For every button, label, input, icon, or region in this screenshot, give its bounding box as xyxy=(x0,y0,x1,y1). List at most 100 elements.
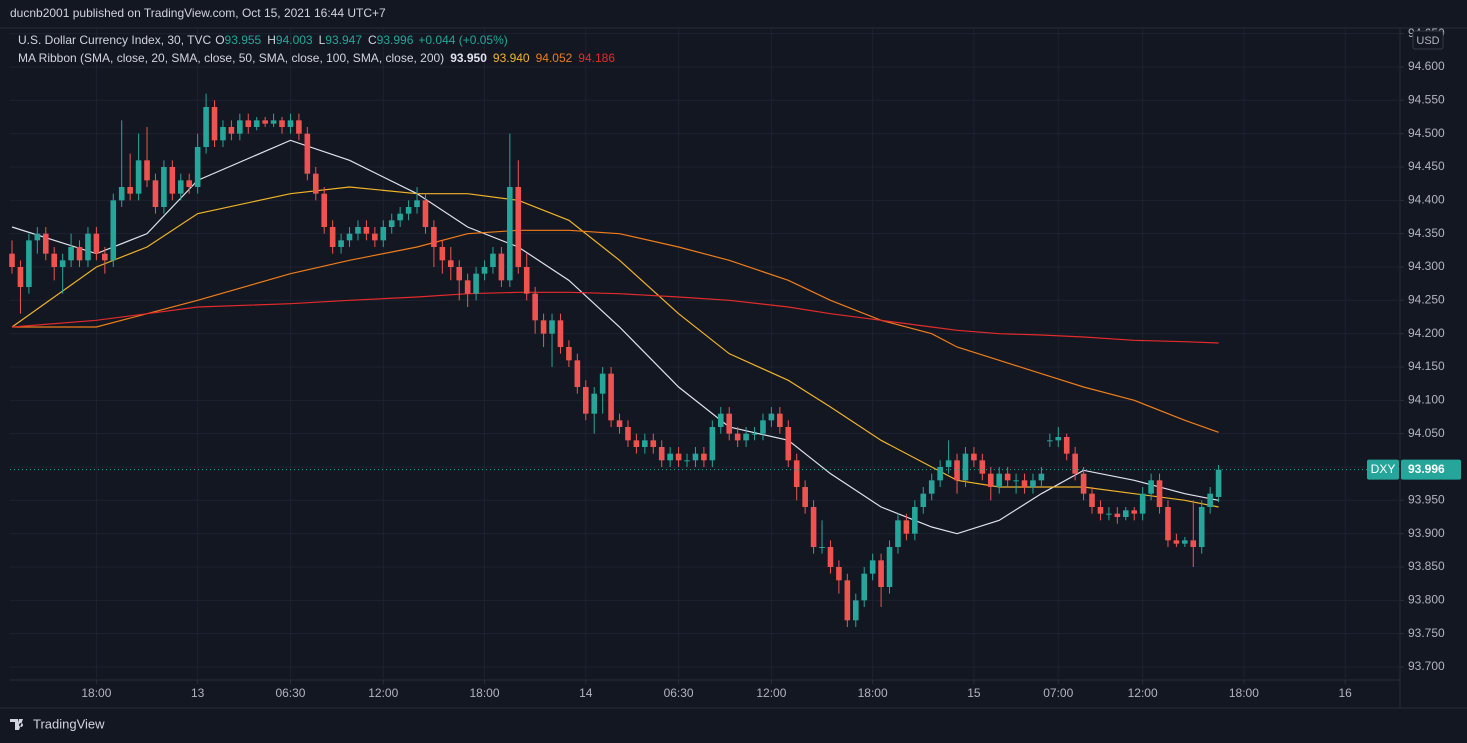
candle-body xyxy=(85,233,91,261)
candle-body xyxy=(574,360,581,387)
x-tick-label: 12:00 xyxy=(368,686,398,700)
y-tick-label: 93.850 xyxy=(1408,559,1445,573)
candle-body xyxy=(827,547,834,567)
y-tick-label: 94.400 xyxy=(1408,193,1445,207)
legend-ohlc-key: H xyxy=(267,33,276,47)
candle-body xyxy=(118,187,125,201)
candle-body xyxy=(717,413,724,427)
candle-body xyxy=(599,373,606,394)
candle-body xyxy=(852,600,859,621)
candle-body xyxy=(68,247,74,261)
candle-body xyxy=(726,413,733,434)
candle-body xyxy=(380,227,387,241)
candle-body xyxy=(287,120,294,127)
candle-body xyxy=(810,507,817,547)
candle-body xyxy=(422,200,429,227)
candle-body xyxy=(532,293,538,321)
candle-body xyxy=(211,107,218,141)
candle-body xyxy=(17,267,24,287)
candle-body xyxy=(93,233,100,254)
candle-body xyxy=(59,260,66,267)
indicator-name: MA Ribbon (SMA, close, 20, SMA, close, 5… xyxy=(18,51,444,65)
y-tick-label: 93.700 xyxy=(1408,659,1445,673)
candle-body xyxy=(692,453,699,461)
candle-body xyxy=(895,520,901,547)
currency-badge xyxy=(1412,30,1444,50)
candle-body xyxy=(515,187,522,267)
legend-ohlc-value: 93.955 xyxy=(225,33,262,47)
candle-body xyxy=(405,207,412,214)
symbol-label: DXY xyxy=(1371,462,1396,476)
candle-body xyxy=(135,160,142,194)
candle-body xyxy=(642,440,648,447)
candle-body xyxy=(1038,473,1045,481)
ma-line xyxy=(11,291,1219,344)
candle-body xyxy=(490,253,496,267)
candle-body xyxy=(481,267,488,274)
candle-body xyxy=(954,460,960,481)
candle-body xyxy=(144,160,150,181)
candle-body xyxy=(473,273,479,294)
candle-body xyxy=(1021,480,1028,487)
indicator-value: 93.940 xyxy=(493,51,530,65)
candle-body xyxy=(431,227,437,247)
candle-body xyxy=(734,433,741,441)
candle-body xyxy=(312,173,319,194)
candle-body xyxy=(793,460,800,487)
y-tick-label: 94.500 xyxy=(1408,126,1445,140)
candle-body xyxy=(684,460,690,462)
candle-body xyxy=(296,120,302,134)
candle-body xyxy=(1156,480,1163,507)
candle-body xyxy=(608,373,614,421)
candle-body xyxy=(1198,507,1205,547)
legend-title: U.S. Dollar Currency Index, 30, TVC xyxy=(18,33,212,47)
candle-body xyxy=(566,347,572,361)
candle-body xyxy=(1139,493,1146,514)
candle-body xyxy=(186,180,193,187)
candle-body xyxy=(507,187,513,281)
x-tick-label: 12:00 xyxy=(756,686,786,700)
candle-body xyxy=(1080,473,1087,494)
x-tick-label: 18:00 xyxy=(470,686,500,700)
candle-body xyxy=(523,267,530,294)
x-tick-label: 15 xyxy=(967,686,981,700)
grid xyxy=(10,28,1400,680)
candle-body xyxy=(102,253,108,261)
candle-body xyxy=(945,460,952,467)
candle-body xyxy=(1030,480,1036,487)
y-tick-label: 94.450 xyxy=(1408,159,1445,173)
candle-body xyxy=(709,427,716,461)
x-tick-label: 07:00 xyxy=(1043,686,1073,700)
candle-body xyxy=(152,180,159,207)
legend-ohlc-value: 93.996 xyxy=(377,33,414,47)
candle-body xyxy=(1131,510,1138,514)
tradingview-logo xyxy=(10,719,24,730)
y-tick-label: 94.250 xyxy=(1408,293,1445,307)
symbol-badge xyxy=(1367,459,1399,480)
candle-body xyxy=(1106,513,1112,515)
candle-body xyxy=(253,120,260,127)
candle-body xyxy=(338,240,344,247)
candle-body xyxy=(582,387,589,414)
candle-body xyxy=(127,187,133,194)
legend-change: +0.044 (+0.05%) xyxy=(418,33,507,47)
candle-body xyxy=(760,420,766,434)
candle-body xyxy=(751,433,758,435)
x-tick-label: 12:00 xyxy=(1128,686,1158,700)
candle-body xyxy=(161,167,167,207)
candle-body xyxy=(920,493,927,507)
candle-body xyxy=(270,120,277,124)
x-tick-label: 06:30 xyxy=(275,686,305,700)
indicator-value: 94.052 xyxy=(536,51,573,65)
candle-body xyxy=(785,427,792,461)
x-tick-label: 06:30 xyxy=(664,686,694,700)
legend-ohlc-value: 94.003 xyxy=(276,33,313,47)
y-tick-label: 93.800 xyxy=(1408,593,1445,607)
candle-body xyxy=(1114,513,1121,517)
x-tick-label: 18:00 xyxy=(1229,686,1259,700)
candle-body xyxy=(1190,540,1197,547)
candle-body xyxy=(886,547,893,587)
y-tick-label: 94.200 xyxy=(1408,326,1445,340)
